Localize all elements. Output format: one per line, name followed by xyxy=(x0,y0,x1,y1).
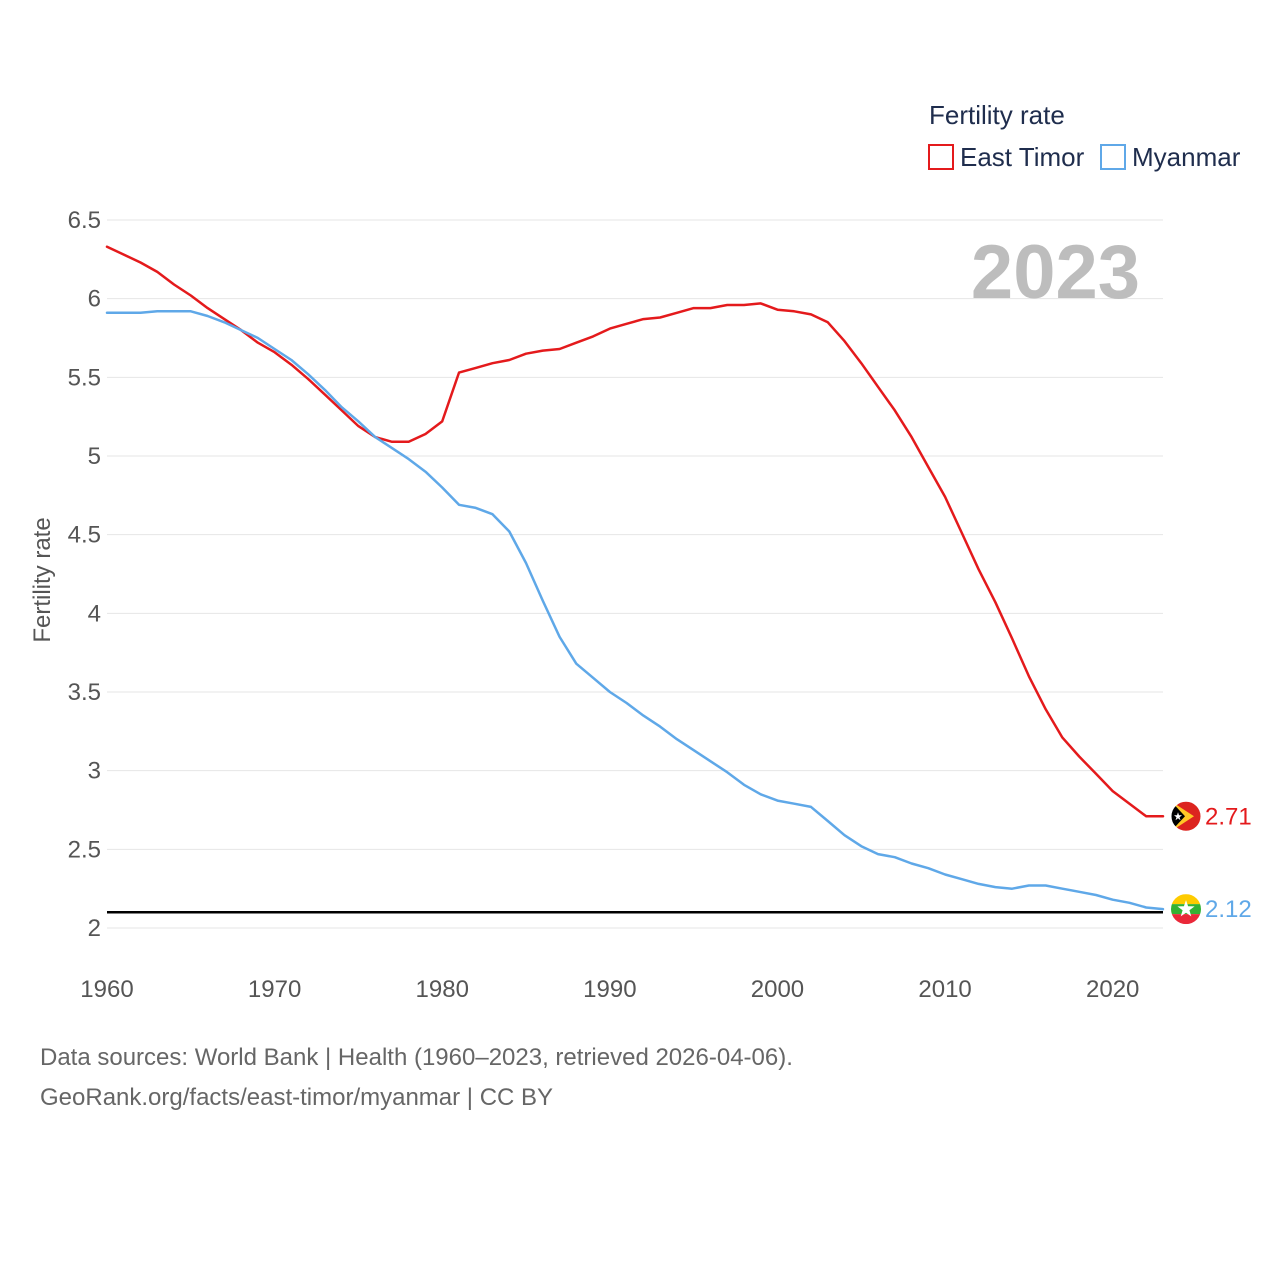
y-axis: 2 2.5 3 3.5 4 4.5 5 5.5 6 6.5 xyxy=(68,207,101,942)
x-tick-label: 1960 xyxy=(80,976,133,1003)
y-axis-title: Fertility rate xyxy=(29,517,56,642)
legend: Fertility rate East Timor Myanmar xyxy=(928,100,1241,172)
y-tick-label: 6.5 xyxy=(68,207,101,234)
y-tick-label: 6 xyxy=(88,286,101,313)
y-tick-label: 4.5 xyxy=(68,522,101,549)
y-tick-label: 5 xyxy=(88,443,101,470)
east-timor-end-label: 2.71 xyxy=(1205,803,1252,830)
y-tick-label: 4 xyxy=(88,600,101,627)
legend-swatch-myanmar[interactable] xyxy=(1100,144,1126,170)
y-tick-label: 2.5 xyxy=(68,836,101,863)
east-timor-series-line[interactable] xyxy=(105,245,1165,818)
x-tick-label: 1990 xyxy=(583,976,636,1003)
data-source-note: Data sources: World Bank | Health (1960–… xyxy=(40,1044,793,1071)
x-axis: 1960 1970 1980 1990 2000 2010 2020 xyxy=(80,976,1139,1003)
legend-title: Fertility rate xyxy=(929,100,1065,130)
year-label: 2023 xyxy=(971,230,1140,315)
x-tick-label: 2020 xyxy=(1086,976,1139,1003)
attribution-link[interactable]: GeoRank.org/facts/east-timor/myanmar | C… xyxy=(40,1084,554,1111)
legend-label-east-timor[interactable]: East Timor xyxy=(960,142,1085,172)
y-tick-label: 3.5 xyxy=(68,679,101,706)
legend-swatch-east-timor[interactable] xyxy=(928,144,954,170)
legend-label-myanmar[interactable]: Myanmar xyxy=(1132,142,1241,172)
myanmar-end-label: 2.12 xyxy=(1205,896,1252,923)
x-tick-label: 1970 xyxy=(248,976,301,1003)
myanmar-series-line[interactable] xyxy=(105,310,1165,911)
y-tick-label: 5.5 xyxy=(68,364,101,391)
series-layer xyxy=(105,245,1165,911)
x-tick-label: 1980 xyxy=(416,976,469,1003)
east-timor-flag xyxy=(1170,800,1202,832)
y-tick-label: 2 xyxy=(88,915,101,942)
gridlines xyxy=(107,219,1163,929)
y-tick-label: 3 xyxy=(88,758,101,785)
myanmar-flag xyxy=(1171,894,1201,925)
x-tick-label: 2000 xyxy=(751,976,804,1003)
x-tick-label: 2010 xyxy=(918,976,971,1003)
